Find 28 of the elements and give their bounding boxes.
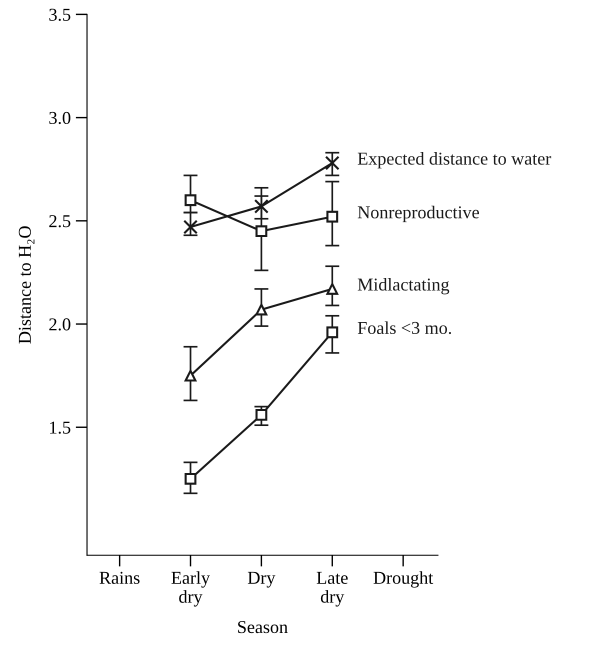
point	[184, 194, 196, 206]
point	[254, 199, 269, 214]
point	[255, 408, 268, 421]
point	[326, 210, 338, 223]
y-tick-label: 2.0	[49, 318, 70, 331]
y-tick-label: 3.0	[49, 112, 70, 124]
point	[255, 225, 268, 238]
point	[184, 472, 196, 485]
y-tick-label: 2.5	[49, 215, 70, 228]
series-label: Foals <3 mo.	[358, 321, 452, 334]
y-axis-title: Distance to H₂O	[18, 226, 34, 344]
y-tick-label: 3.5	[49, 8, 70, 21]
x-tick-label: Early dry	[171, 571, 210, 607]
x-axis-title: Season	[238, 621, 288, 634]
x-tick-label: Late dry	[316, 572, 348, 607]
series-label: Nonreproductive	[358, 206, 479, 222]
series-label: Midlactating	[358, 278, 450, 294]
x-tick-label: Dry	[248, 572, 276, 588]
point	[324, 156, 340, 170]
point	[326, 283, 338, 295]
series-label: Expected distance to water	[358, 152, 552, 168]
point	[326, 326, 338, 338]
point	[255, 304, 268, 316]
x-tick-label: Drought	[374, 571, 434, 588]
point	[184, 370, 196, 382]
point	[183, 220, 198, 234]
y-tick-label: 1.5	[50, 422, 70, 434]
x-tick-label: Rains	[100, 572, 140, 584]
